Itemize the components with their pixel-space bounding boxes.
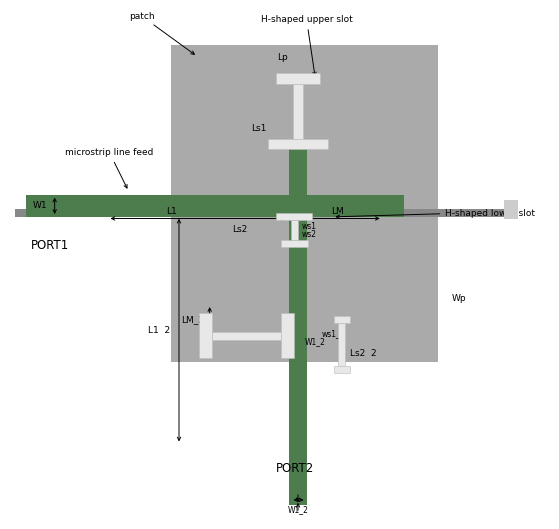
Bar	[276, 73, 320, 84]
Bar	[504, 200, 518, 219]
Text: Lp: Lp	[277, 52, 287, 62]
Bar	[212, 332, 281, 340]
Text: ws1: ws1	[302, 222, 317, 231]
Text: ws2: ws2	[302, 230, 317, 239]
Text: ws1_2: ws1_2	[322, 329, 345, 338]
Text: W1_2: W1_2	[288, 505, 309, 514]
Text: PORT1: PORT1	[31, 240, 69, 252]
Bar	[199, 313, 212, 359]
Bar	[290, 140, 307, 505]
Text: H-shaped upper slot: H-shaped upper slot	[260, 15, 353, 76]
Text: L1  2: L1 2	[148, 325, 170, 335]
Text: L1: L1	[165, 207, 177, 216]
Text: patch: patch	[129, 12, 195, 54]
Text: H-shaped lower slot: H-shaped lower slot	[444, 209, 534, 218]
Text: W1: W1	[33, 201, 48, 211]
Text: Ls2  2: Ls2 2	[350, 349, 377, 358]
Bar	[293, 84, 303, 139]
Text: LM: LM	[331, 207, 344, 216]
Bar	[276, 213, 312, 220]
Text: W1_2: W1_2	[305, 336, 326, 346]
Bar	[281, 313, 294, 359]
Text: Ls1: Ls1	[252, 124, 267, 133]
Bar	[334, 316, 350, 323]
Bar	[171, 45, 438, 362]
Text: Ls2: Ls2	[233, 224, 248, 234]
Text: LM_2: LM_2	[182, 315, 205, 325]
Text: PORT2: PORT2	[276, 462, 315, 475]
Bar	[26, 195, 404, 217]
Bar	[281, 240, 308, 247]
Bar	[15, 209, 510, 217]
Text: Wp: Wp	[452, 294, 466, 304]
Bar	[334, 366, 350, 373]
Text: microstrip line feed: microstrip line feed	[65, 148, 154, 188]
Bar	[291, 220, 298, 240]
Bar	[268, 139, 329, 149]
Bar	[339, 323, 345, 366]
